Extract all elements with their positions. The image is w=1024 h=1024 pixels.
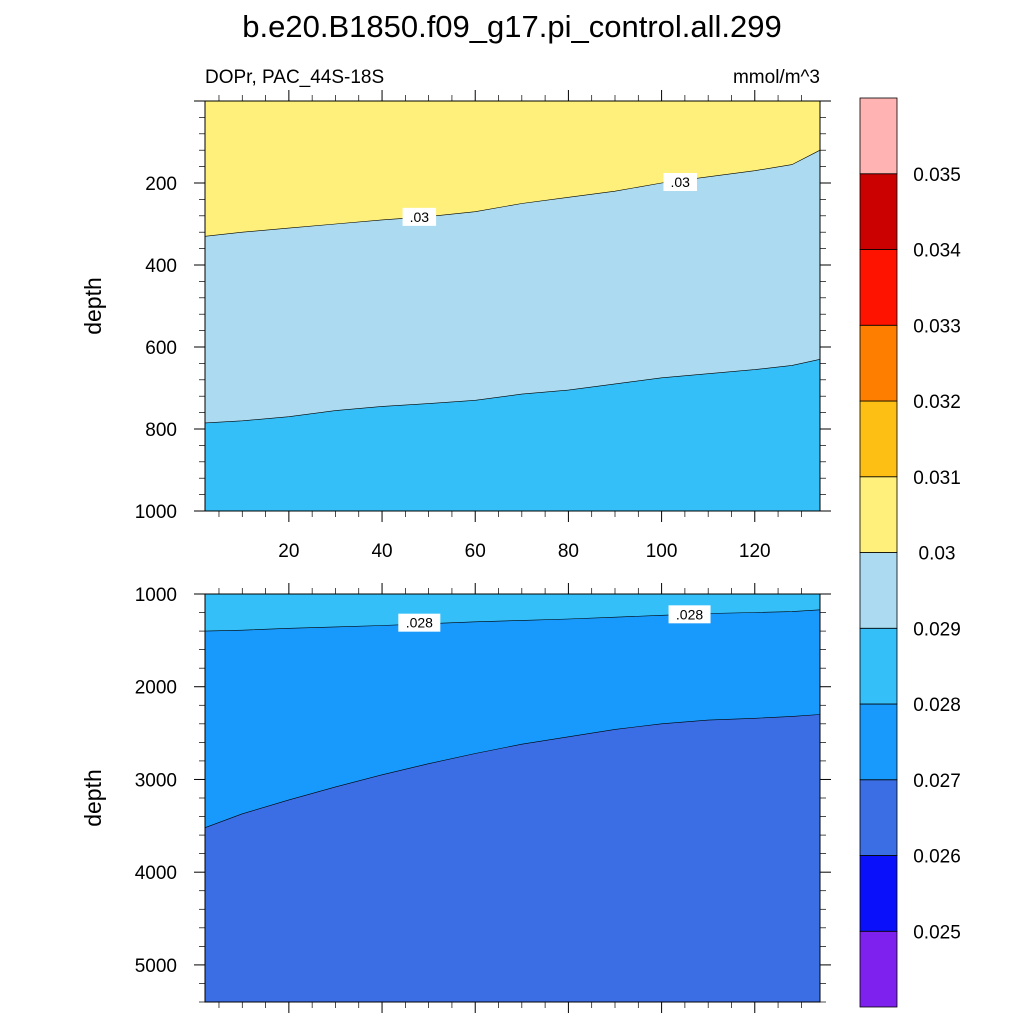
- panel-lower: .028 .028 1000 2000 3000 4000 5000 depth: [80, 583, 831, 1013]
- colorbar-bin-1: [859, 855, 898, 932]
- plot-frame-upper: [204, 100, 821, 512]
- x-tick-label-upper-1: 40: [371, 541, 392, 562]
- y-tick-label-lower-1: 2000: [135, 678, 177, 699]
- colorbar: 0.025 0.026 0.027 0.028 0.029 0.03 0.031 0.032 0…: [859, 97, 961, 1008]
- contour-line-lower-0: [204, 609, 821, 632]
- y-tick-label-upper-1: 400: [145, 256, 177, 277]
- contour-label-lower-1: .028: [676, 606, 703, 622]
- contour-label-lower-0: .028: [406, 615, 433, 631]
- contour-line-upper-0: [204, 149, 821, 237]
- colorbar-bin-2: [859, 779, 898, 856]
- contour-label-box-lower-1: [668, 605, 711, 624]
- colorbar-label-1: 0.026: [913, 847, 961, 868]
- colorbar-label-2: 0.027: [913, 771, 961, 792]
- colorbar-label-0: 0.025: [913, 922, 961, 943]
- colorbar-label-9: 0.034: [913, 241, 961, 262]
- colorbar-bin-9: [859, 249, 898, 326]
- colorbar-bin-10: [859, 173, 898, 250]
- panel-upper: .03 .03 20 40 60 80 100 120 200 400 600 800 1000 dept…: [80, 90, 831, 562]
- contour-line-lower-1: [204, 714, 821, 828]
- colorbar-bin-7: [859, 400, 898, 478]
- colorbar-label-5: 0.03: [919, 544, 956, 565]
- colorbar-bin-3: [859, 703, 898, 781]
- colorbar-label-7: 0.032: [913, 392, 961, 413]
- chart-title: b.e20.B1850.f09_g17.pi_control.all.299: [242, 9, 782, 44]
- y-tick-label-upper-0: 200: [145, 174, 177, 195]
- contour-label-box-lower-0: [398, 613, 441, 632]
- y-tick-label-lower-3: 4000: [135, 863, 177, 884]
- colorbar-bin-4: [859, 627, 898, 705]
- colorbar-bin-8: [859, 324, 898, 402]
- x-tick-label-upper-0: 20: [278, 541, 299, 562]
- colorbar-bin-11: [859, 97, 898, 175]
- y-tick-label-upper-4: 1000: [135, 502, 177, 523]
- y-tick-label-lower-2: 3000: [135, 770, 177, 791]
- contour-label-upper-0: .03: [410, 209, 430, 225]
- y-axis-label-upper: depth: [80, 277, 106, 335]
- colorbar-bin-5: [859, 552, 898, 629]
- panels-layer: .03 .03 20 40 60 80 100 120 200 400 600 800 1000 dept…: [80, 90, 831, 1013]
- contour-label-upper-1: .03: [670, 174, 690, 190]
- colorbar-label-10: 0.035: [913, 165, 961, 186]
- contour-label-box-upper-0: [402, 207, 437, 226]
- x-tick-label-upper-3: 80: [558, 541, 579, 562]
- y-tick-label-upper-3: 800: [145, 420, 177, 441]
- fill-region-upper-2: [205, 359, 820, 511]
- colorbar-label-8: 0.033: [913, 316, 961, 337]
- y-tick-label-upper-2: 600: [145, 338, 177, 359]
- variable-label: DOPr, PAC_44S-18S: [205, 67, 384, 88]
- colorbar-label-4: 0.029: [913, 619, 961, 640]
- colorbar-label-3: 0.028: [913, 695, 961, 716]
- x-tick-label-upper-5: 120: [739, 541, 771, 562]
- colorbar-bin-0: [859, 930, 898, 1008]
- y-tick-label-lower-0: 1000: [135, 585, 177, 606]
- colorbar-bin-6: [859, 476, 898, 553]
- contour-label-box-upper-1: [663, 173, 697, 191]
- colorbar-label-6: 0.031: [913, 468, 961, 489]
- x-tick-label-upper-2: 60: [465, 541, 486, 562]
- fill-region-lower-2: [205, 714, 820, 1002]
- y-tick-label-lower-4: 5000: [135, 956, 177, 977]
- contour-line-upper-1: [204, 359, 821, 424]
- y-axis-label-lower: depth: [80, 769, 106, 827]
- x-tick-label-upper-4: 100: [646, 541, 678, 562]
- units-label: mmol/m^3: [733, 67, 820, 88]
